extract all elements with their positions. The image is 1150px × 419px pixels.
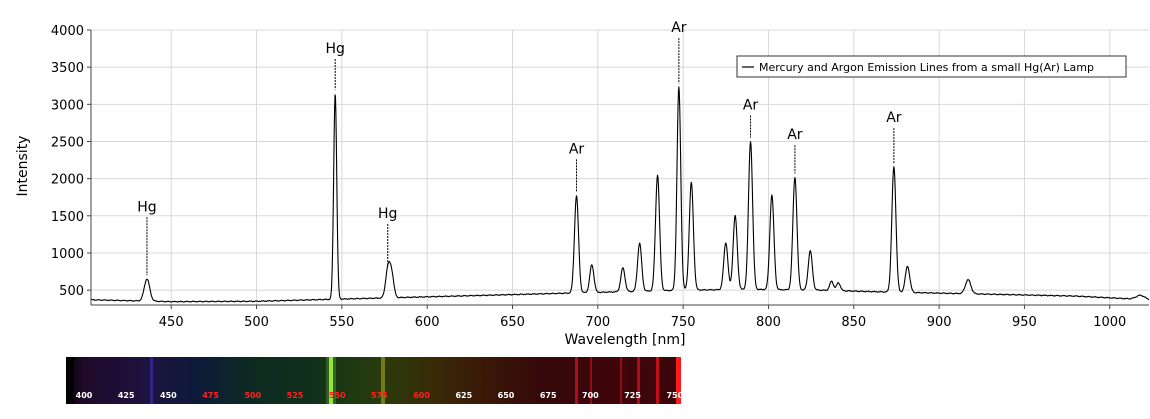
peak-label: Hg xyxy=(325,41,344,57)
strip-line-436 xyxy=(150,357,153,404)
y-axis-ticks: 500 1000 1500 2000 2500 3000 3500 4000 xyxy=(51,24,91,299)
legend-label: Mercury and Argon Emission Lines from a … xyxy=(759,61,1094,74)
x-tick-label: 650 xyxy=(500,315,525,330)
spectrum-trace xyxy=(90,86,1150,303)
legend-box xyxy=(736,55,1127,78)
strip-tick-label: 575 xyxy=(371,391,388,400)
x-tick-label: 700 xyxy=(585,315,610,330)
x-axis-title: Wavelength [nm] xyxy=(565,332,686,348)
x-tick-label: 550 xyxy=(329,315,354,330)
strip-line-577 xyxy=(381,357,385,404)
strip-gradient xyxy=(66,357,681,404)
y-axis-title: Intensity xyxy=(15,136,31,197)
strip-line-697 xyxy=(590,357,592,404)
peak-label: Ar xyxy=(569,141,585,157)
peak-label: Ar xyxy=(743,97,759,113)
y-tick-label: 4000 xyxy=(51,24,84,39)
strip-tick-labels: 400 425 450 475 500 525 550 575 600 625 650 675 700 7… xyxy=(76,391,684,400)
peak-label: Ar xyxy=(787,127,803,143)
peak-label: Hg xyxy=(378,206,397,222)
y-tick-label: 500 xyxy=(59,284,84,299)
strip-tick-label: 475 xyxy=(202,391,219,400)
strip-line-546 xyxy=(329,357,333,404)
peak-label: Ar xyxy=(671,20,687,36)
strip-tick-label: 675 xyxy=(540,391,557,400)
y-tick-label: 2000 xyxy=(51,173,84,188)
strip-tick-label: 500 xyxy=(244,391,261,400)
x-tick-label: 500 xyxy=(244,315,269,330)
x-tick-label: 900 xyxy=(927,315,952,330)
series-line xyxy=(90,86,1150,303)
y-tick-label: 1500 xyxy=(51,210,84,225)
x-tick-label: 750 xyxy=(671,315,696,330)
strip-line-546-glow xyxy=(326,357,336,404)
peak-label: Hg xyxy=(137,199,156,215)
strip-tick-label: 400 xyxy=(76,391,93,400)
strip-tick-label: 725 xyxy=(624,391,641,400)
peak-label: Ar xyxy=(886,110,902,126)
strip-tick-label: 700 xyxy=(582,391,599,400)
strip-line-748 xyxy=(676,357,681,404)
strip-tick-label: 450 xyxy=(160,391,177,400)
x-tick-label: 600 xyxy=(415,315,440,330)
y-tick-label: 1000 xyxy=(51,247,84,262)
strip-tick-label: 600 xyxy=(413,391,430,400)
strip-edge-left xyxy=(66,357,74,404)
x-tick-label: 450 xyxy=(159,315,184,330)
strip-tick-label: 650 xyxy=(498,391,515,400)
strip-tick-label: 625 xyxy=(455,391,472,400)
strip-line-735 xyxy=(656,357,659,404)
spectrum-color-strip: 400 425 450 475 500 525 550 575 600 625 650 675 700 7… xyxy=(66,357,684,404)
strip-line-688 xyxy=(575,357,578,404)
strip-tick-label: 750 xyxy=(666,391,683,400)
x-axis-ticks: 450 500 550 600 650 700 750 800 850 900 950 1000 xyxy=(159,305,1126,330)
legend: Mercury and Argon Emission Lines from a … xyxy=(736,55,1127,78)
strip-tick-label: 425 xyxy=(118,391,135,400)
y-tick-label: 3500 xyxy=(51,61,84,76)
x-tick-label: 1000 xyxy=(1093,315,1126,330)
strip-line-715 xyxy=(620,357,622,404)
y-tick-label: 2500 xyxy=(51,135,84,150)
strip-line-725 xyxy=(637,357,640,404)
y-tick-label: 3000 xyxy=(51,98,84,113)
x-tick-label: 950 xyxy=(1012,315,1037,330)
x-tick-label: 850 xyxy=(841,315,866,330)
x-tick-label: 800 xyxy=(756,315,781,330)
strip-tick-label: 550 xyxy=(329,391,346,400)
strip-tick-label: 525 xyxy=(287,391,304,400)
peak-annotations: Hg Hg Hg Ar Ar Ar Ar Ar xyxy=(137,20,902,276)
